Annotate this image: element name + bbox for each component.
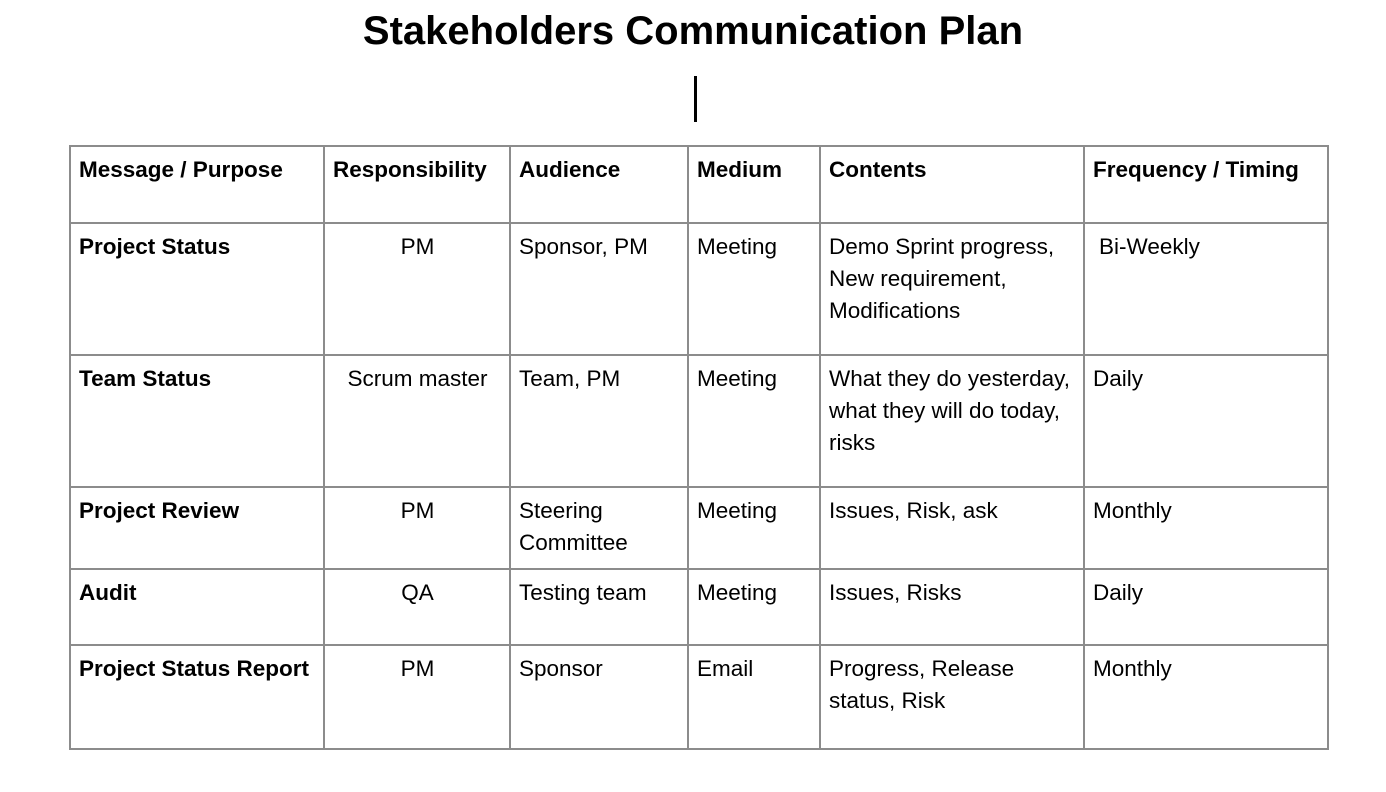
cell-contents[interactable]: Demo Sprint progress, New requirement, M…	[819, 222, 1085, 356]
cell-audience[interactable]: Sponsor, PM	[509, 222, 689, 356]
text-cursor	[694, 76, 697, 122]
cell-message[interactable]: Project Status	[69, 222, 325, 356]
communication-plan-table: Message / Purpose Responsibility Audienc…	[69, 145, 1329, 750]
page-title: Stakeholders Communication Plan	[362, 9, 1024, 53]
cell-contents[interactable]: Progress, Release status, Risk	[819, 644, 1085, 750]
cell-contents[interactable]: Issues, Risks	[819, 568, 1085, 646]
cell-responsibility[interactable]: Scrum master	[323, 354, 511, 488]
cell-message[interactable]: Audit	[69, 568, 325, 646]
header-medium[interactable]: Medium	[687, 145, 821, 224]
header-responsibility[interactable]: Responsibility	[323, 145, 511, 224]
cell-message[interactable]: Team Status	[69, 354, 325, 488]
table-row: Project Status PM Sponsor, PM Meeting De…	[69, 222, 1329, 356]
cell-responsibility[interactable]: PM	[323, 486, 511, 570]
cell-responsibility[interactable]: PM	[323, 222, 511, 356]
header-message-purpose[interactable]: Message / Purpose	[69, 145, 325, 224]
cell-frequency[interactable]: Bi-Weekly	[1083, 222, 1329, 356]
cell-responsibility[interactable]: PM	[323, 644, 511, 750]
cell-message[interactable]: Project Status Report	[69, 644, 325, 750]
cell-contents[interactable]: What they do yesterday, what they will d…	[819, 354, 1085, 488]
cell-medium[interactable]: Email	[687, 644, 821, 750]
cell-audience[interactable]: Team, PM	[509, 354, 689, 488]
cell-frequency[interactable]: Daily	[1083, 568, 1329, 646]
cell-frequency[interactable]: Monthly	[1083, 644, 1329, 750]
cell-audience[interactable]: Testing team	[509, 568, 689, 646]
cell-responsibility[interactable]: QA	[323, 568, 511, 646]
cell-audience[interactable]: Sponsor	[509, 644, 689, 750]
header-audience[interactable]: Audience	[509, 145, 689, 224]
cell-medium[interactable]: Meeting	[687, 222, 821, 356]
cell-medium[interactable]: Meeting	[687, 568, 821, 646]
cell-message[interactable]: Project Review	[69, 486, 325, 570]
table-row: Team Status Scrum master Team, PM Meetin…	[69, 354, 1329, 488]
cell-frequency[interactable]: Daily	[1083, 354, 1329, 488]
table-row: Project Status Report PM Sponsor Email P…	[69, 644, 1329, 750]
header-contents[interactable]: Contents	[819, 145, 1085, 224]
cell-contents[interactable]: Issues, Risk, ask	[819, 486, 1085, 570]
cell-frequency[interactable]: Monthly	[1083, 486, 1329, 570]
table-row: Audit QA Testing team Meeting Issues, Ri…	[69, 568, 1329, 646]
header-frequency-timing[interactable]: Frequency / Timing	[1083, 145, 1329, 224]
table-row: Project Review PM Steering Committee Mee…	[69, 486, 1329, 570]
cell-medium[interactable]: Meeting	[687, 354, 821, 488]
cell-audience[interactable]: Steering Committee	[509, 486, 689, 570]
table-header-row: Message / Purpose Responsibility Audienc…	[69, 145, 1329, 224]
cell-medium[interactable]: Meeting	[687, 486, 821, 570]
